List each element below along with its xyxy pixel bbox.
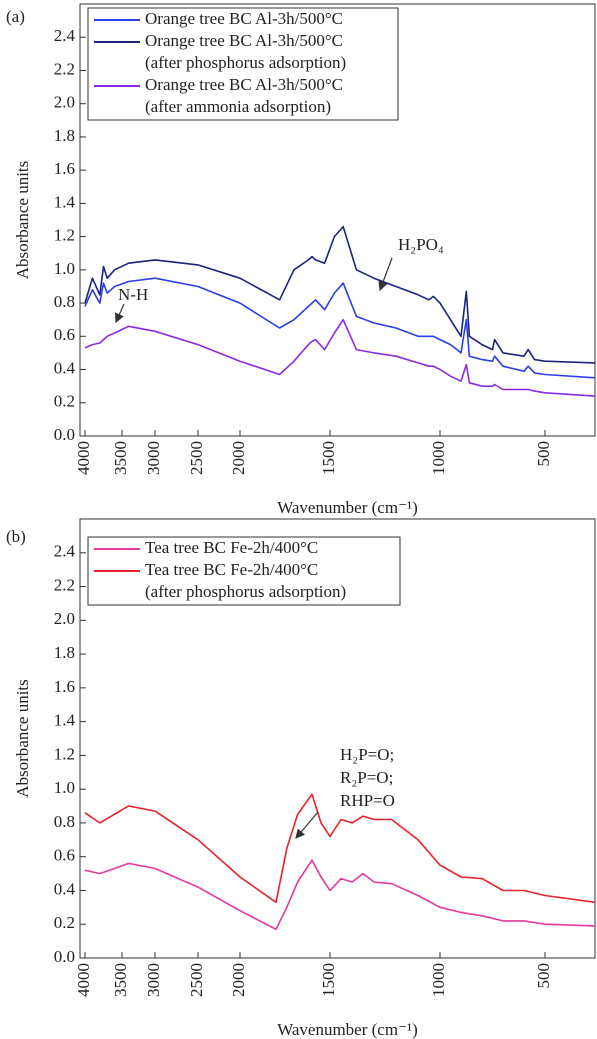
plot-frame: [79, 3, 596, 437]
y-axis-label: Absorbance units: [13, 679, 32, 798]
x-tick-label: 1500: [319, 441, 338, 475]
x-tick-label: 2000: [229, 963, 248, 997]
x-axis-label: Wavenumber (cm⁻¹): [277, 498, 418, 517]
y-tick-label: 1.0: [54, 778, 75, 797]
annotation: H₂PO₄: [398, 235, 444, 254]
legend-label: Orange tree BC Al-3h/500°C (after ammoni…: [145, 75, 347, 116]
x-tick-label: 2000: [229, 441, 248, 475]
y-tick-label: 1.0: [54, 259, 75, 278]
spectrum-line: [84, 277, 596, 379]
y-tick-label: 2.4: [54, 26, 76, 45]
legend-label: Orange tree BC Al-3h/500°C: [145, 9, 343, 28]
legend-box: [87, 7, 399, 121]
panel-label: (b): [6, 527, 26, 546]
y-tick-label: 2.2: [54, 59, 75, 78]
spectrum-line: [84, 793, 596, 904]
spectrum-line: [84, 318, 596, 397]
legend-label: Tea tree BC Fe-2h/400°C (after phosphoru…: [145, 560, 346, 601]
annotation-arrow: [115, 303, 125, 324]
x-tick-label: 4000: [74, 441, 93, 475]
x-tick-label: 4000: [74, 963, 93, 997]
annotation-arrow: [378, 257, 393, 292]
y-tick-label: 0.8: [54, 812, 75, 831]
y-axis-label: Absorbance units: [13, 161, 32, 280]
x-tick-label: 2500: [187, 441, 206, 475]
annotation: H₂P=O;: [340, 745, 394, 764]
annotation: N-H: [118, 285, 148, 304]
y-tick-label: 1.6: [54, 159, 75, 178]
y-tick-label: 0.4: [54, 358, 76, 377]
legend-label: Tea tree BC Fe-2h/400°C: [145, 538, 318, 557]
y-tick-label: 0.2: [54, 392, 75, 411]
y-tick-label: 1.4: [54, 192, 76, 211]
y-tick-label: 1.2: [54, 744, 75, 763]
y-tick-label: 0.6: [54, 846, 75, 865]
plot-frame: [79, 518, 596, 959]
x-tick-label: 1000: [429, 441, 448, 475]
y-tick-label: 2.0: [54, 609, 75, 628]
annotation: RHP=O: [340, 791, 395, 810]
y-tick-label: 1.8: [54, 126, 75, 145]
annotation: R₂P=O;: [340, 768, 393, 787]
x-tick-label: 500: [534, 441, 553, 467]
y-tick-label: 0.8: [54, 292, 75, 311]
x-tick-label: 3500: [111, 441, 130, 475]
y-tick-label: 2.0: [54, 93, 75, 112]
annotation-arrow: [295, 811, 319, 839]
spectrum-line: [84, 225, 596, 364]
y-tick-label: 2.4: [54, 542, 76, 561]
y-tick-label: 0.2: [54, 913, 75, 932]
y-tick-label: 1.2: [54, 226, 75, 245]
x-tick-label: 3000: [144, 441, 163, 475]
x-tick-label: 1500: [319, 963, 338, 997]
x-tick-label: 2500: [187, 963, 206, 997]
x-tick-label: 3000: [144, 963, 163, 997]
y-tick-label: 2.2: [54, 575, 75, 594]
x-axis-label: Wavenumber (cm⁻¹): [277, 1020, 418, 1039]
y-tick-label: 0.4: [54, 879, 76, 898]
y-tick-label: 1.4: [54, 711, 76, 730]
y-tick-label: 0.0: [54, 947, 75, 966]
spectrum-line: [84, 859, 596, 931]
y-tick-label: 0.0: [54, 425, 75, 444]
x-tick-label: 500: [534, 963, 553, 989]
x-tick-label: 1000: [429, 963, 448, 997]
y-tick-label: 0.6: [54, 325, 75, 344]
legend-label: Orange tree BC Al-3h/500°C (after phosph…: [145, 31, 347, 72]
y-tick-label: 1.6: [54, 677, 75, 696]
panel-label: (a): [6, 7, 25, 26]
y-tick-label: 1.8: [54, 643, 75, 662]
x-tick-label: 3500: [111, 963, 130, 997]
